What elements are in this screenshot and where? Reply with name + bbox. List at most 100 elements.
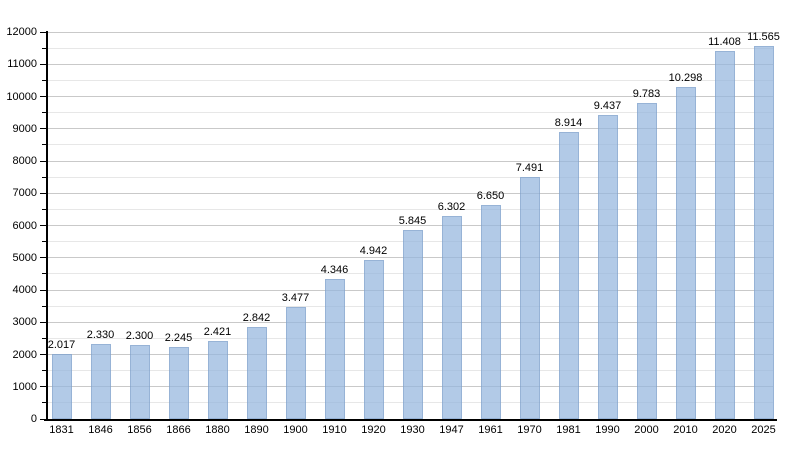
y-minor-tick [42,112,46,114]
x-axis-tick-label: 1900 [283,424,308,436]
bar-1920 [363,259,384,419]
y-major-gridline [48,96,773,97]
y-axis-tick-label: 1000 [12,380,37,393]
y-major-gridline [48,31,773,33]
y-major-tick [40,289,46,291]
bar-value-label: 4.346 [320,263,349,276]
bar-1981 [558,131,579,419]
y-minor-gridline [48,79,773,81]
bar-1866 [168,346,189,419]
bar-value-label: 9.783 [632,88,661,101]
bar-1856 [129,344,150,419]
y-minor-tick [42,79,46,81]
y-axis-tick-label: 11000 [7,58,37,71]
bar-1900 [285,306,306,419]
x-axis-tick-label: 1880 [205,424,230,436]
x-axis-tick-label: 2020 [712,424,737,436]
y-major-tick [40,160,46,162]
y-axis-tick-label: 8000 [12,155,37,167]
bar-value-label: 3.477 [281,291,310,304]
y-major-gridline [48,128,773,130]
bar-2020 [714,51,735,419]
bar-1831 [51,353,72,419]
x-axis-tick-label: 1831 [49,424,74,436]
x-axis-tick-label: 1990 [595,424,620,436]
x-axis-tick-label: 2000 [634,424,659,436]
bar-value-label: 6.302 [437,200,466,213]
x-axis-tick-label: 1846 [88,424,113,436]
x-axis-tick-label: 1910 [322,424,347,436]
y-major-tick [40,63,46,65]
bar-1930 [402,230,423,419]
y-axis-tick-label: 2000 [12,348,37,361]
bar-1970 [519,177,540,419]
bar-2025 [753,46,774,419]
bar-1890 [246,327,267,419]
y-major-gridline [48,192,773,194]
y-major-tick [40,96,46,97]
y-major-tick [40,225,46,226]
y-major-tick [40,321,46,323]
y-axis-tick-label: 7000 [12,187,37,200]
bar-value-label: 8.914 [554,116,583,129]
x-axis-tick-label: 1981 [556,424,581,436]
y-major-tick [40,257,46,259]
bar-value-label: 2.017 [47,338,76,351]
y-minor-gridline [48,176,773,178]
x-axis-tick-label: 1947 [439,424,464,436]
bar-1880 [207,340,228,419]
bar-value-label: 11.565 [747,31,780,44]
bar-value-label: 4.942 [359,244,388,257]
bar-1846 [90,343,111,419]
x-axis-tick-label: 2010 [673,424,698,436]
x-axis-tick-label: 1856 [127,424,152,436]
y-major-gridline [48,225,773,226]
x-axis-tick-label: 1930 [400,424,425,436]
y-axis-tick-label: 0 [30,413,37,425]
y-minor-tick [42,370,46,372]
x-axis-tick-label: 1890 [244,424,269,436]
y-major-tick [40,354,46,355]
y-minor-gridline [48,144,773,146]
y-major-tick [40,31,46,33]
bar-1961 [480,204,501,419]
bar-value-label: 2.245 [164,331,193,344]
y-minor-tick [42,241,46,243]
y-major-gridline [48,63,773,65]
x-axis-tick-label: 1961 [478,424,503,436]
bar-1947 [441,215,462,419]
y-axis-tick-label: 9000 [12,122,37,135]
y-minor-tick [42,47,46,49]
x-axis-tick-label: 1866 [166,424,191,436]
y-axis-tick-label: 6000 [12,219,37,232]
x-axis-line [44,419,777,421]
bar-value-label: 9.437 [593,99,622,112]
y-minor-tick [42,305,46,307]
x-axis-tick-label: 1920 [361,424,386,436]
bar-1910 [324,278,345,419]
y-axis-line [46,31,48,421]
bar-value-label: 2.300 [125,329,154,342]
y-minor-gridline [48,47,773,49]
y-minor-tick [42,337,46,339]
bar-value-label: 7.491 [515,162,544,175]
bar-value-label: 2.330 [86,328,115,341]
y-axis-tick-label: 5000 [12,251,37,264]
y-axis-tick-label: 12000 [6,26,37,38]
bar-value-label: 11.408 [708,36,741,49]
bar-2000 [636,103,657,419]
x-axis-tick-label: 1970 [517,424,542,436]
bar-value-label: 5.845 [398,215,427,228]
y-minor-tick [42,402,46,404]
y-minor-tick [42,208,46,210]
y-major-tick [40,128,46,130]
bar-value-label: 6.650 [476,189,505,202]
bar-1990 [597,114,618,419]
y-minor-gridline [48,112,773,114]
y-axis-tick-label: 3000 [12,316,37,329]
y-axis-tick-label: 10000 [6,90,37,103]
y-minor-tick [42,273,46,275]
y-minor-tick [42,144,46,146]
bar-2010 [675,86,696,419]
